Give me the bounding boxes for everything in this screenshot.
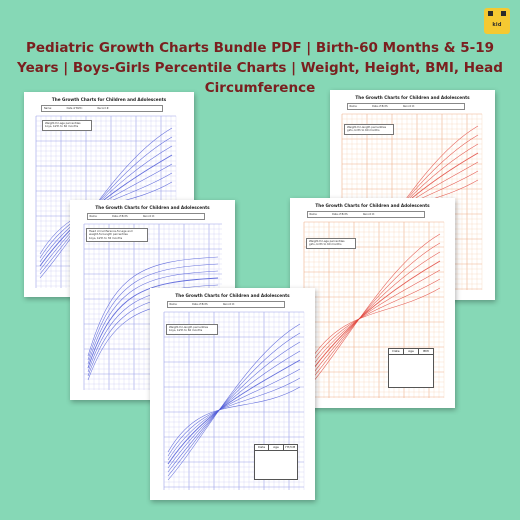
percentile-curve <box>307 233 441 389</box>
percentile-curve <box>167 386 301 453</box>
chart-caption: Weight-for-age percentiles boys, birth t… <box>42 120 92 131</box>
percentile-curve <box>307 269 441 373</box>
chart-caption: Weight-for-length percentiles girls, bir… <box>344 124 394 135</box>
percentile-curve <box>307 287 441 365</box>
chart-caption: Weight-for-age percentiles girls, birth … <box>306 238 356 249</box>
logo-text: kid <box>492 22 502 28</box>
page-headline: Pediatric Growth Charts Bundle PDF | Bir… <box>17 40 503 96</box>
sheet-title: The Growth Charts for Children and Adole… <box>95 205 210 210</box>
percentile-curve <box>167 332 301 477</box>
chart-sheet-orange-front: The Growth Charts for Children and Adole… <box>290 198 455 408</box>
percentile-curve <box>307 242 441 385</box>
measurement-table: Date Age HT/CM <box>254 444 298 480</box>
percentile-curve <box>307 260 441 377</box>
sheet-meta: Name: Date of Birth: Record #: <box>306 211 426 218</box>
brand-logo: kid <box>484 8 510 34</box>
sheet-title: The Growth Charts for Children and Adole… <box>51 97 167 102</box>
percentile-curve <box>87 270 219 365</box>
sheet-title: The Growth Charts for Children and Adole… <box>315 203 430 208</box>
sheet-meta: Name: Date of Birth: Record #: <box>86 213 206 220</box>
percentile-curve <box>87 284 219 373</box>
percentile-curve <box>167 359 301 465</box>
percentile-curve <box>87 263 219 361</box>
chart-sheet-blue-front: The Growth Charts for Children and Adole… <box>150 288 315 500</box>
sheet-title: The Growth Charts for Children and Adole… <box>175 293 290 298</box>
percentile-curve <box>167 341 301 473</box>
percentile-curve <box>167 368 301 461</box>
growth-chart-grid <box>163 311 305 490</box>
percentile-curve <box>167 377 301 457</box>
puzzle-icon <box>488 11 506 16</box>
percentile-curve <box>167 323 301 481</box>
percentile-curve <box>307 278 441 369</box>
percentile-curve <box>39 127 173 279</box>
measurement-table: Date Age BMI <box>388 348 434 388</box>
percentile-curve <box>87 256 219 357</box>
sheet-title: The Growth Charts for Children and Adole… <box>355 95 470 100</box>
chart-caption: Head circumference-for-age and weight-fo… <box>86 228 148 243</box>
percentile-curve <box>307 251 441 381</box>
sheet-meta: Name: Date of Birth: Record #: <box>41 105 164 112</box>
chart-caption: Weight-for-length percentiles boys, birt… <box>166 324 218 335</box>
sheet-meta: Name: Date of Birth: Record #: <box>346 103 466 110</box>
sheet-meta: Name: Date of Birth: Record #: <box>166 301 286 308</box>
percentile-curve <box>167 350 301 469</box>
percentile-curve <box>87 277 219 369</box>
